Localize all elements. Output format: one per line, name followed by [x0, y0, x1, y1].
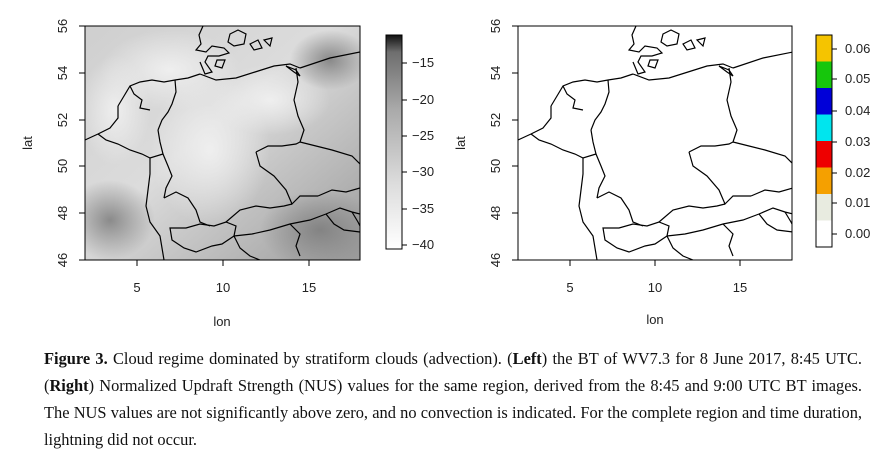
left-xtick: 10	[216, 280, 230, 295]
right-nus-map	[518, 26, 792, 260]
left-panel: 46 48 50 52 54 56 lat 5 10 15 lon	[20, 19, 434, 329]
figure-3: 46 48 50 52 54 56 lat 5 10 15 lon	[20, 19, 870, 329]
left-ytick: 48	[55, 206, 70, 220]
left-colorbar-tick: −30	[412, 164, 434, 179]
colorbar-swatch	[816, 114, 832, 142]
right-colorbar-tick: 0.00	[845, 226, 870, 241]
left-ytick: 46	[55, 253, 70, 267]
colorbar-swatch	[816, 35, 832, 62]
left-bt-map	[85, 26, 360, 260]
left-xtick: 5	[133, 280, 140, 295]
colorbar-swatch	[816, 194, 832, 221]
right-y-axis-label: lat	[453, 136, 468, 150]
caption-text: ) Normalized Updraft Strength (NUS) valu…	[44, 376, 862, 449]
caption-text: Cloud regime dominated by stratiform clo…	[107, 349, 513, 368]
right-x-axis-label: lon	[646, 312, 663, 327]
left-colorbar-tick: −15	[412, 55, 434, 70]
right-ytick: 50	[488, 159, 503, 173]
left-colorbar-tick: −20	[412, 92, 434, 107]
right-colorbar-tick: 0.04	[845, 103, 870, 118]
left-ytick: 50	[55, 159, 70, 173]
colorbar-swatch	[816, 88, 832, 115]
colorbar-swatch	[816, 167, 832, 195]
right-colorbar-tick: 0.01	[845, 195, 870, 210]
figure-caption: Figure 3. Cloud regime dominated by stra…	[44, 345, 862, 453]
caption-text: ) the BT of WV7.3 for 8 June 2017, 8:45 …	[44, 349, 862, 395]
right-ytick: 54	[488, 66, 503, 80]
left-ytick: 54	[55, 66, 70, 80]
right-panel: 46 48 50 52 54 56 lat 5 10 15 lon	[453, 19, 870, 327]
right-colorbar-tick: 0.02	[845, 165, 870, 180]
caption-left: Left	[512, 349, 542, 368]
right-ytick: 46	[488, 253, 503, 267]
right-ytick: 48	[488, 206, 503, 220]
right-colorbar-tick: 0.05	[845, 71, 870, 86]
right-colorbar-tick: 0.03	[845, 134, 870, 149]
right-ytick: 56	[488, 19, 503, 33]
left-colorbar: −15 −20 −25 −30 −35 −40	[385, 34, 434, 252]
left-ytick: 52	[55, 113, 70, 127]
right-colorbar: 0.06 0.05 0.04 0.03 0.02 0.01 0.00	[815, 34, 870, 248]
left-xtick: 15	[302, 280, 316, 295]
right-xtick: 10	[648, 280, 662, 295]
left-colorbar-tick: −25	[412, 128, 434, 143]
left-ytick: 56	[55, 19, 70, 33]
colorbar-swatch	[816, 220, 832, 248]
colorbar-swatch	[816, 141, 832, 168]
right-xtick: 15	[733, 280, 747, 295]
right-xtick: 5	[566, 280, 573, 295]
left-x-axis-label: lon	[213, 314, 230, 329]
left-y-axis-label: lat	[20, 136, 35, 150]
left-colorbar-tick: −40	[412, 237, 434, 252]
caption-right: Right	[49, 376, 89, 395]
right-colorbar-tick: 0.06	[845, 41, 870, 56]
left-colorbar-tick: −35	[412, 201, 434, 216]
colorbar-swatch	[816, 61, 832, 89]
right-ytick: 52	[488, 113, 503, 127]
caption-label: Figure 3.	[44, 349, 108, 368]
